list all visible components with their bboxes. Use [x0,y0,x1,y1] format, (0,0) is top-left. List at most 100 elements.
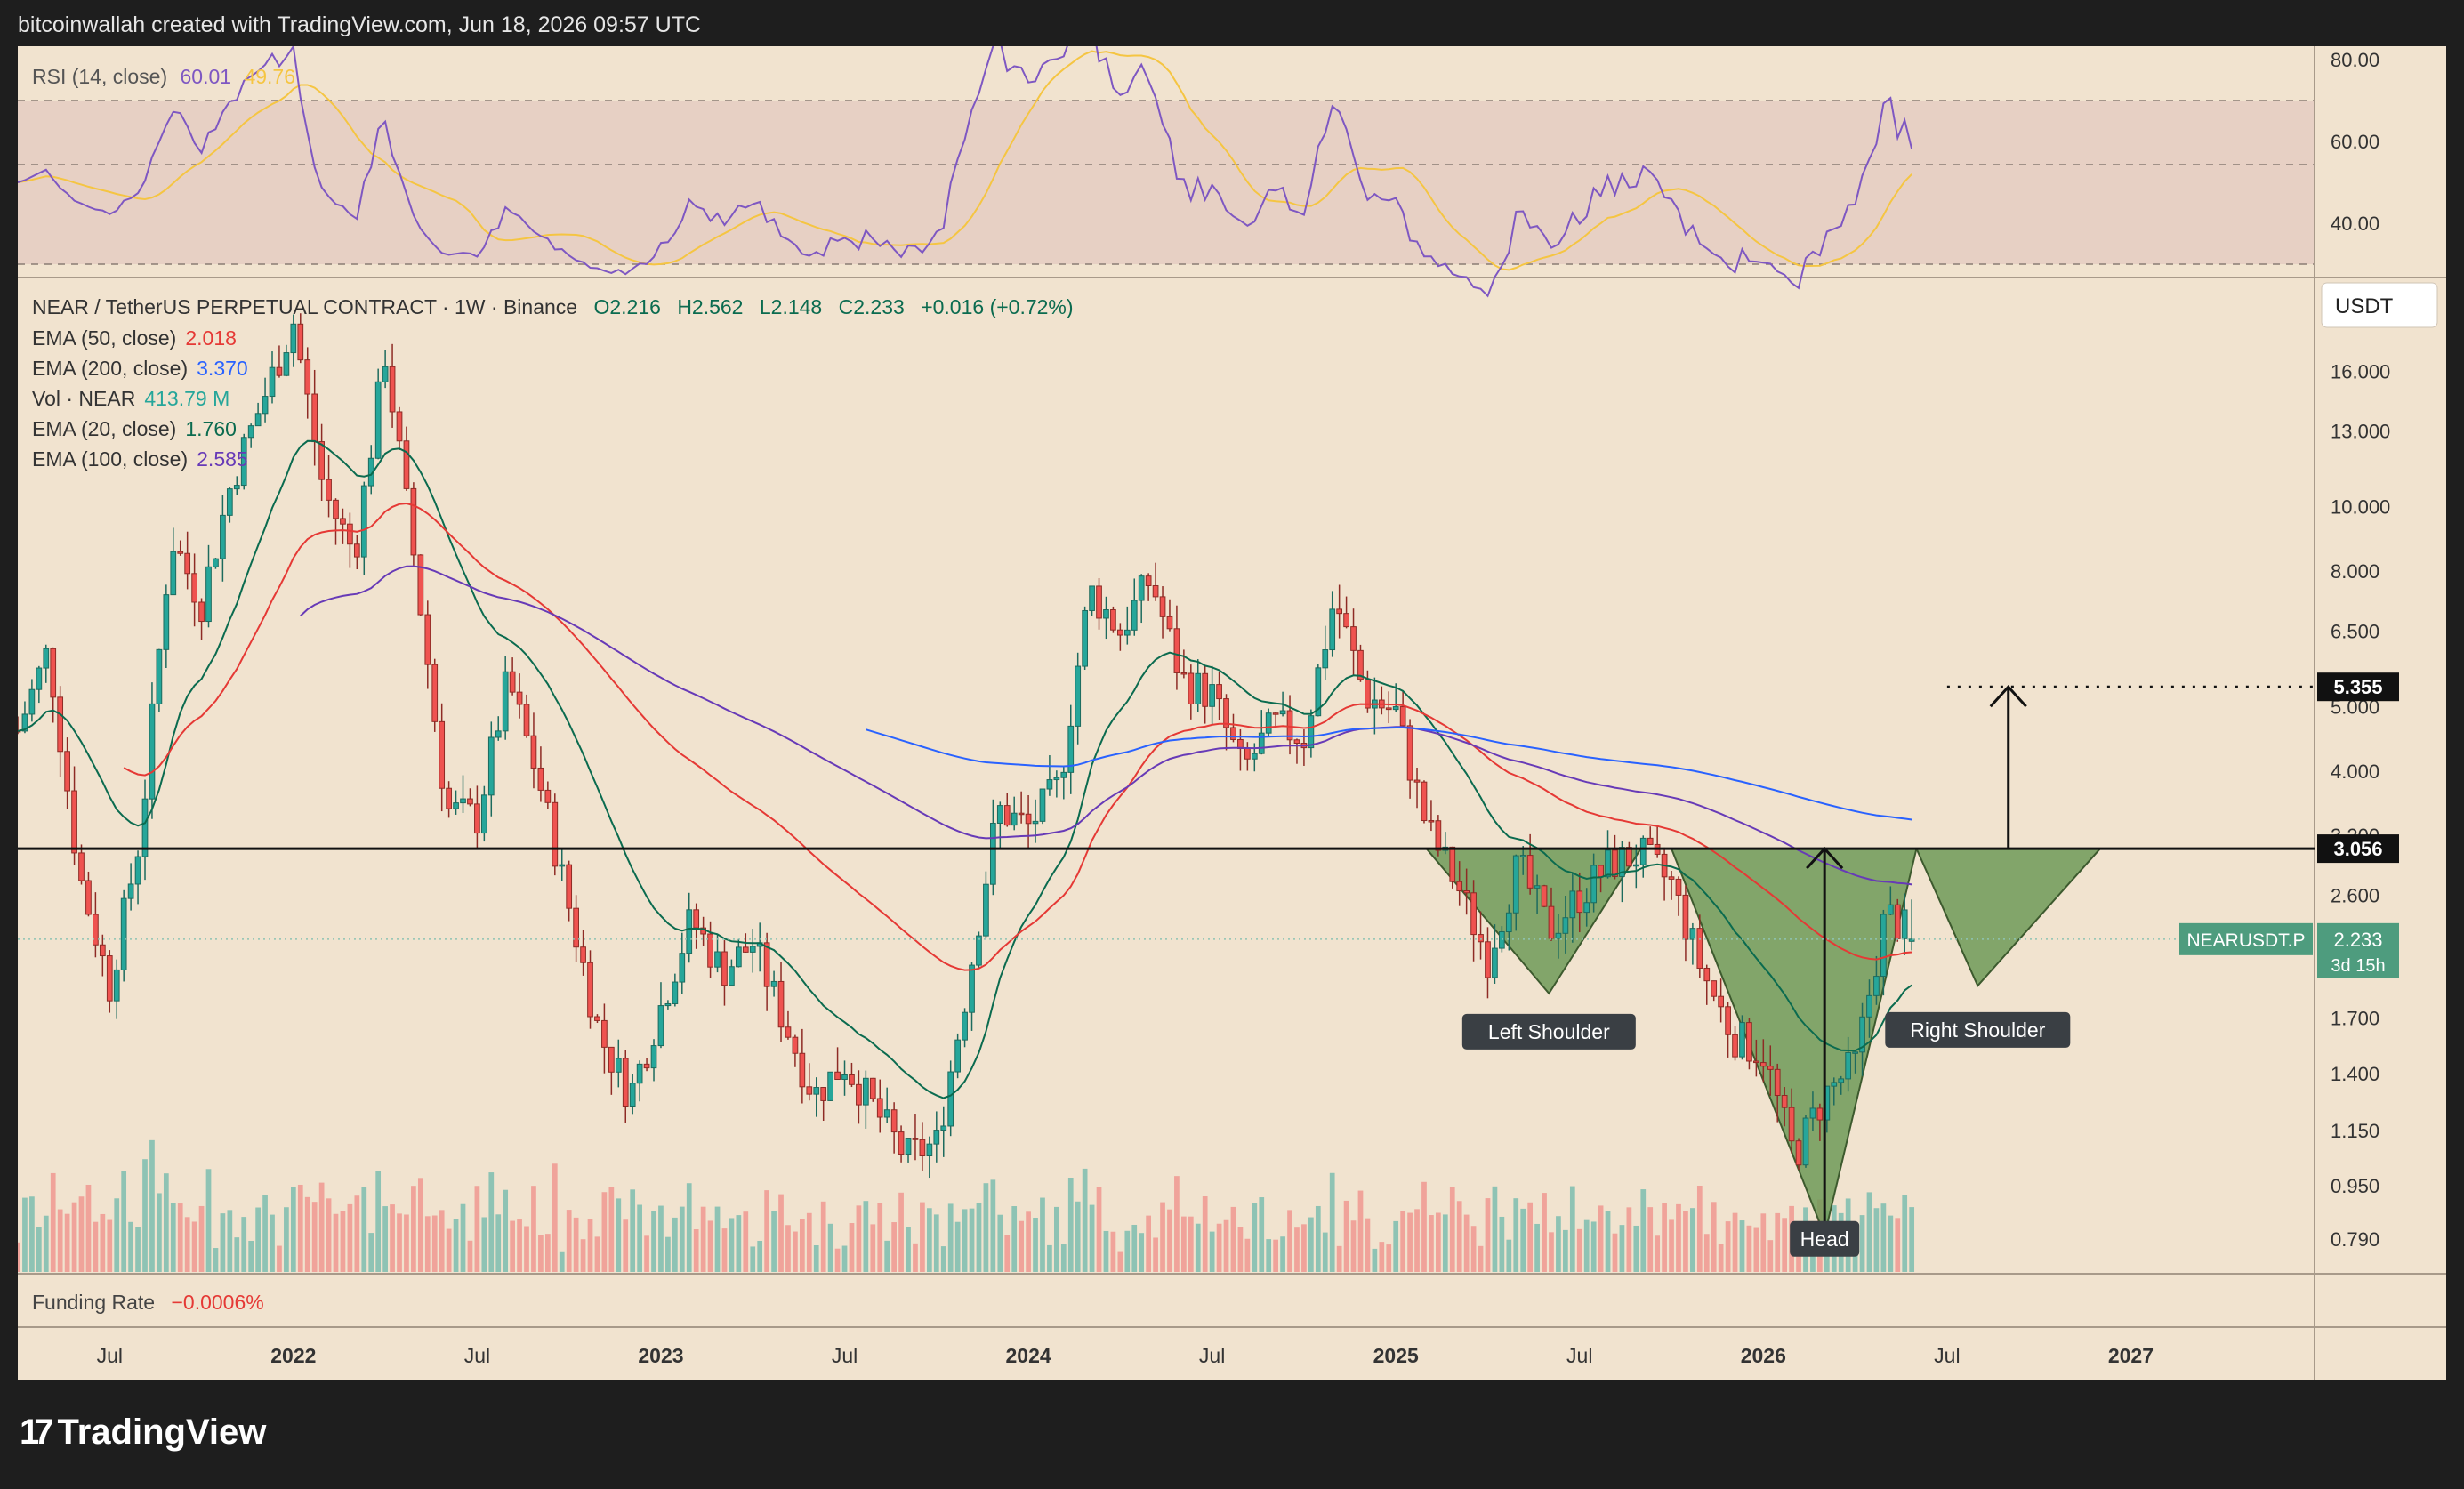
candle-body [559,864,566,867]
volume-bar [898,1192,904,1272]
volume-bar [1350,1220,1357,1272]
candle-body [1555,932,1562,939]
volume-bar [1478,1245,1484,1272]
candle-body [141,798,149,857]
volume-bar [1188,1216,1194,1272]
candle-body [883,1109,890,1118]
volume-bar [827,1223,833,1272]
volume-bar [460,1203,466,1272]
candle-body [1329,608,1336,651]
target-price-tag: 5.355 [2333,676,2382,698]
candle-body [1046,779,1053,790]
candle-body [940,1125,947,1131]
time-tick-year: 2027 [2108,1344,2154,1367]
volume-bar [1160,1202,1165,1272]
volume-bar [601,1192,608,1272]
volume-bar [439,1210,445,1272]
volume-bar [1259,1197,1265,1272]
volume-bar [920,1202,925,1272]
volume-bar [1463,1214,1470,1272]
candle-body [657,1005,664,1047]
candle-body [1639,837,1647,865]
volume-bar [1153,1237,1158,1272]
time-tick-year: 2023 [638,1344,683,1367]
candle-body [735,946,742,968]
volume-bar [785,1225,791,1272]
candle-body [1562,917,1569,934]
volume-bar [1407,1212,1413,1272]
indicator-name: EMA (50, close) [32,326,176,350]
candle-body [1082,609,1088,667]
candle-body [1392,706,1399,711]
candle-body [184,552,191,575]
volume-bar [764,1190,769,1272]
volume-bar [1216,1223,1222,1272]
volume-bar [1146,1215,1151,1272]
volume-bar [1436,1212,1441,1272]
price-tick-label: 16.000 [2331,360,2390,382]
candle-body [862,1077,869,1106]
volume-bar [1082,1168,1088,1272]
volume-bar [1895,1218,1901,1272]
volume-bar [665,1236,671,1272]
volume-bar [1556,1216,1561,1272]
volume-bar [1711,1202,1717,1272]
candle-body [799,1052,806,1088]
candle-body [820,1087,827,1101]
candle-body [1576,890,1583,914]
price-tick-label: 2.600 [2331,884,2379,906]
volume-bar [1640,1189,1647,1272]
candle-body [36,667,43,690]
volume-bar [404,1214,409,1272]
volume-bar [1060,1244,1067,1272]
candle-body [742,946,749,953]
candle-body [1103,608,1109,619]
candle-body [1859,1016,1865,1053]
volume-bar [78,1196,85,1272]
volume-bar [1775,1212,1781,1272]
volume-bar [467,1240,473,1272]
candle-body [487,736,495,796]
indicator-value: 3.370 [197,357,248,380]
volume-bar [820,1201,826,1272]
volume-bar [1053,1206,1059,1272]
volume-bar [1336,1245,1342,1272]
volume-bar [700,1206,706,1272]
volume-bar [85,1184,92,1272]
volume-bar [163,1173,169,1272]
volume-bar [1294,1227,1300,1272]
volume-bar [1400,1211,1406,1272]
candle-body [403,440,410,489]
volume-bar [1902,1195,1908,1272]
price-tick-label: 1.700 [2331,1007,2379,1029]
candle-body [523,704,530,736]
currency-button-label: USDT [2335,294,2394,318]
volume-bar [1718,1244,1724,1272]
candle-body [333,499,339,519]
volume-bar [1492,1186,1498,1272]
currency-button[interactable] [2321,282,2438,328]
candle-body [127,883,134,899]
candle-body [806,1086,813,1095]
candle-body [340,518,346,525]
candle-body [240,437,247,487]
funding-legend: Funding Rate −0.0006% [32,1291,264,1314]
candle-body [509,671,516,693]
volume-bar [1019,1220,1024,1272]
time-tick-year: 2026 [1741,1344,1786,1367]
levels: Left Shoulder Head Right Shoulder [18,684,2315,1257]
volume-bar [1633,1225,1639,1272]
candle-body [573,907,579,948]
candle-body [1145,575,1152,586]
volume-bar [411,1186,416,1272]
volume-bar [205,1169,212,1272]
candle-body [134,856,141,885]
volume-bar [1782,1218,1788,1272]
candle-body [347,523,353,545]
candle-body [163,594,170,650]
volume-bars [18,1139,1915,1272]
volume-bar [1725,1221,1731,1272]
volume-bar [57,1209,63,1272]
candle-body [1308,715,1315,749]
candle-body [226,488,233,516]
